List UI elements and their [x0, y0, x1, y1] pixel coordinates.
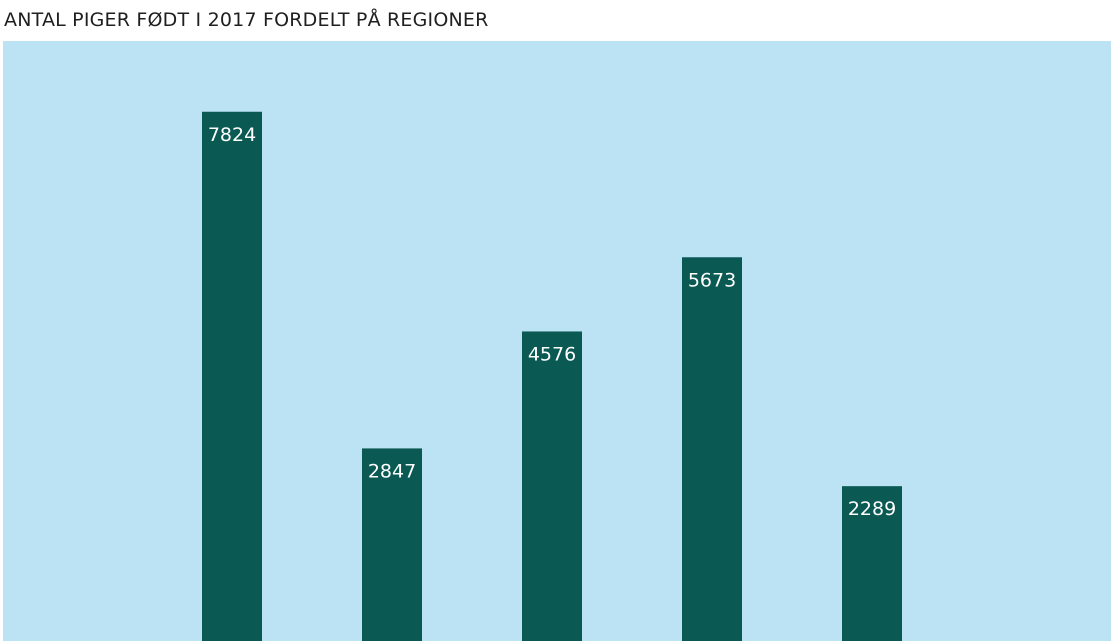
plot-area: 7824 2847 4576 5673 2289	[3, 41, 1111, 641]
bar-4	[682, 257, 742, 641]
bar-5	[842, 486, 902, 641]
bar-2	[362, 448, 422, 641]
bar-chart-svg: 7824 2847 4576 5673 2289	[202, 111, 902, 641]
bar-1	[202, 111, 262, 641]
bar-value-label-1: 7824	[208, 124, 256, 146]
bar-value-label-3: 4576	[528, 343, 576, 365]
bar-value-label-4: 5673	[688, 269, 736, 291]
chart-title: ANTAL PIGER FØDT I 2017 FORDELT PÅ REGIO…	[4, 9, 489, 31]
bar-value-label-2: 2847	[368, 460, 416, 482]
bar-3	[522, 331, 582, 641]
bar-value-label-5: 2289	[848, 498, 896, 520]
